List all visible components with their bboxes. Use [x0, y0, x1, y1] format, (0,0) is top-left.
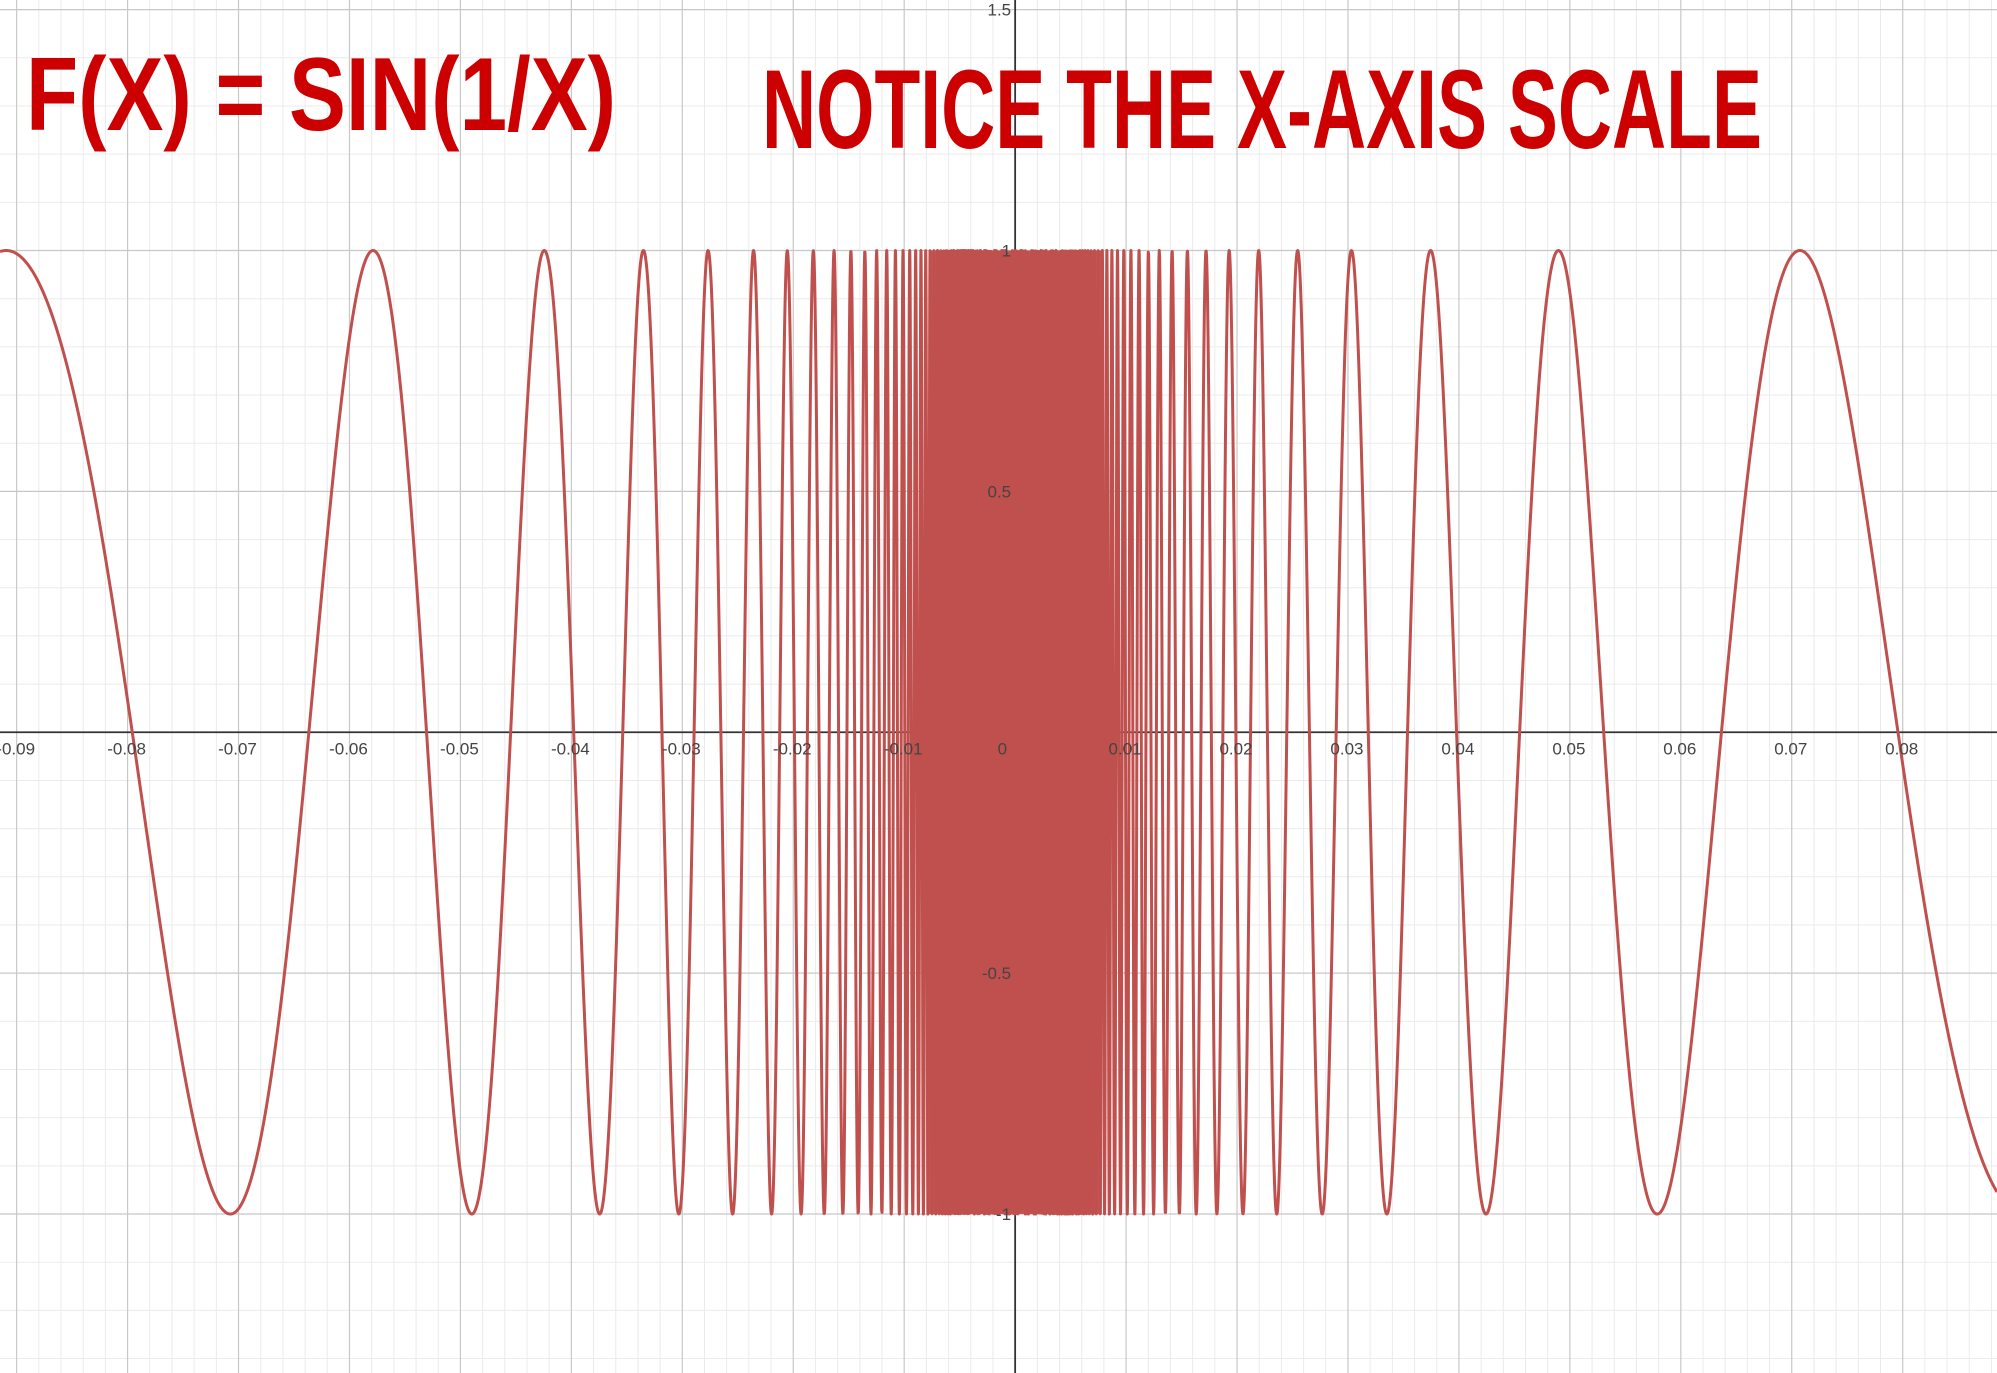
x-tick-label: 0.05 [1552, 739, 1585, 758]
tick-labels: -0.09 -0.08 -0.07 -0.06 -0.05 -0.04 -0.03 -0.02… [0, 1, 1918, 1224]
x-tick-label: 0.07 [1774, 739, 1807, 758]
x-tick-label: -0.08 [107, 739, 146, 758]
x-tick-label: 0.06 [1663, 739, 1696, 758]
x-tick-label: 0.03 [1330, 739, 1363, 758]
y-tick-label: -1 [996, 1205, 1011, 1224]
x-tick-label: -0.09 [0, 739, 35, 758]
dense-oscillation-band [928, 250, 1102, 1215]
x-tick-label: -0.06 [329, 739, 368, 758]
x-tick-label: -0.05 [440, 739, 479, 758]
x-tick-label: 0 [998, 739, 1007, 758]
x-tick-label: -0.04 [551, 739, 590, 758]
chart-subtitle: NOTICE THE X-AXIS SCALE [762, 47, 1762, 172]
x-tick-label: -0.02 [773, 739, 812, 758]
y-tick-label: -0.5 [982, 964, 1011, 983]
y-tick-label: 0.5 [988, 482, 1012, 501]
curve-layer [0, 249, 1997, 1216]
y-tick-label: 1 [1002, 242, 1011, 261]
x-tick-label: 0.04 [1441, 739, 1474, 758]
x-tick-label: 0.01 [1109, 739, 1142, 758]
y-tick-label: 1.5 [988, 1, 1012, 20]
x-tick-label: -0.01 [884, 739, 923, 758]
x-tick-label: -0.07 [218, 739, 257, 758]
chart-title: F(X) = SIN(1/X) [26, 37, 616, 153]
x-tick-label: 0.02 [1219, 739, 1252, 758]
x-tick-label: 0.08 [1885, 739, 1918, 758]
x-tick-label: -0.03 [662, 739, 701, 758]
